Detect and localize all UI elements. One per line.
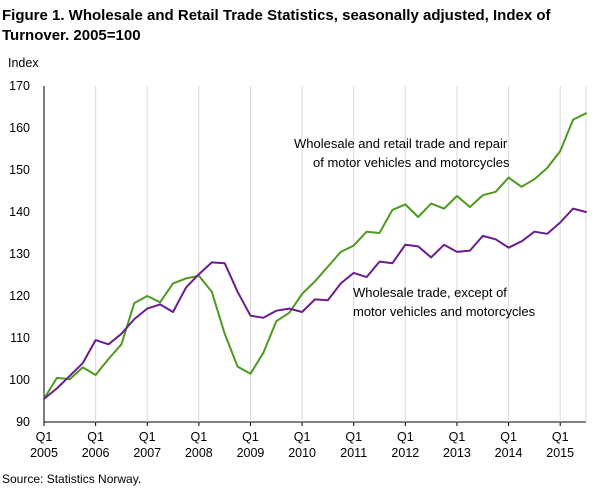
y-tick-label: 110 (10, 331, 30, 345)
x-tick-quarter-label: Q1 (552, 430, 569, 444)
x-tick-year-label: 2012 (391, 446, 419, 460)
retail-series-label-line2: of motor vehicles and motorcycles (313, 155, 510, 170)
y-ticks: 90 100 110 120 130 140 150 160 170 (9, 79, 30, 429)
x-tick-quarter-label: Q1 (191, 430, 208, 444)
series-line-retail (43, 112, 587, 400)
x-ticks: Q1 2005 Q1 2006 Q1 2007 Q1 2008 Q1 2009 Q1 2010 Q1 20… (30, 430, 574, 460)
x-tick-year-label: 2009 (237, 446, 265, 460)
y-tick-label: 100 (9, 373, 30, 387)
y-tick-label: 170 (9, 79, 30, 93)
wholesale-series-label-line1: Wholesale trade, except of (353, 285, 507, 300)
y-tick-label: 160 (9, 121, 30, 135)
chart-title-line1: Figure 1. Wholesale and Retail Trade Sta… (2, 7, 552, 24)
y-tick-label: 150 (9, 163, 30, 177)
y-tick-label: 90 (16, 415, 30, 429)
x-tick-quarter-label: Q1 (345, 430, 362, 444)
x-tick-year-label: 2007 (133, 446, 161, 460)
series-line-wholesale (43, 207, 587, 400)
x-tick-quarter-label: Q1 (294, 430, 311, 444)
x-tick-year-label: 2008 (185, 446, 213, 460)
x-tick-quarter-label: Q1 (397, 430, 414, 444)
x-tick-quarter-label: Q1 (500, 430, 517, 444)
x-tick-quarter-label: Q1 (449, 430, 466, 444)
x-tick-year-label: 2013 (443, 446, 471, 460)
x-tick-year-label: 2006 (82, 446, 110, 460)
x-tick-year-label: 2015 (546, 446, 574, 460)
retail-series-label-line1: Wholesale and retail trade and repair (294, 136, 508, 151)
source-note: Source: Statistics Norway. (2, 472, 141, 486)
wholesale-series-label-line2: motor vehicles and motorcycles (353, 304, 536, 319)
x-tick-year-label: 2014 (495, 446, 523, 460)
x-tick-quarter-label: Q1 (242, 430, 259, 444)
x-tick-year-label: 2011 (340, 446, 367, 460)
x-tick-quarter-label: Q1 (36, 430, 53, 444)
grid (43, 86, 587, 426)
series-lines (43, 112, 587, 400)
y-tick-label: 130 (9, 247, 30, 261)
y-axis-label: Index (8, 56, 39, 70)
x-tick-quarter-label: Q1 (139, 430, 156, 444)
y-tick-label: 120 (9, 289, 30, 303)
x-tick-quarter-label: Q1 (87, 430, 104, 444)
y-tick-label: 140 (9, 205, 30, 219)
x-tick-year-label: 2010 (288, 446, 316, 460)
chart-title-line2: Turnover. 2005=100 (2, 27, 141, 44)
x-tick-year-label: 2005 (30, 446, 58, 460)
